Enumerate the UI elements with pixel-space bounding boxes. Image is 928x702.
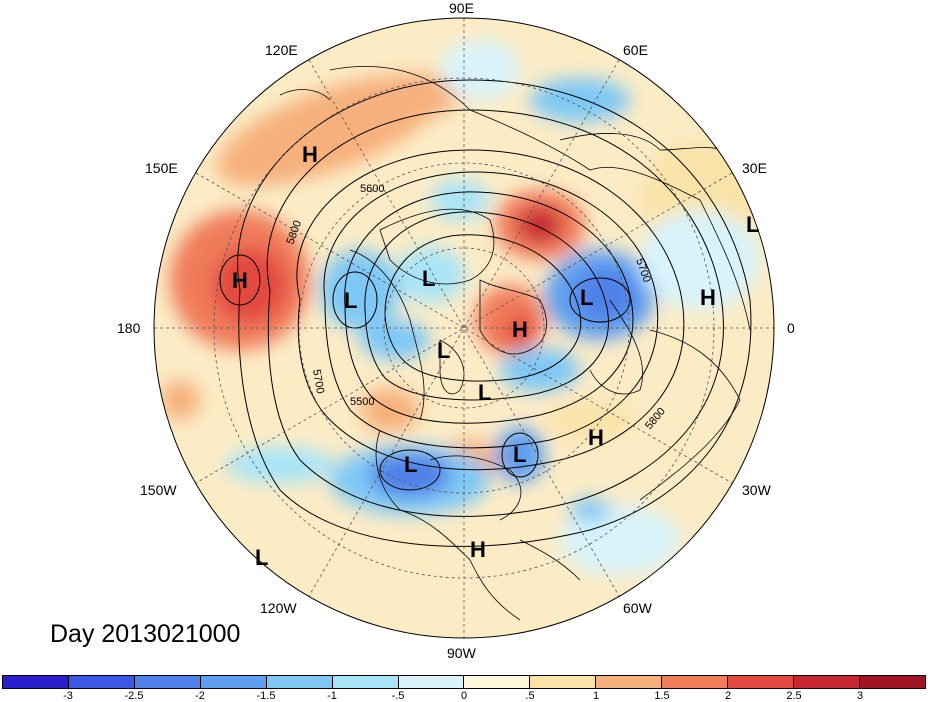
- height-contours: [219, 79, 752, 547]
- colorbar-segment: [332, 676, 399, 688]
- high-center: H: [232, 268, 248, 293]
- lon-label-30w: 30W: [742, 482, 771, 498]
- colorbar-segment: [859, 676, 925, 688]
- colorbar-tick-label: -.5: [391, 690, 405, 702]
- colorbar-segment: [530, 676, 597, 688]
- colorbar-segment: [134, 676, 201, 688]
- lon-label-90w: 90W: [447, 645, 476, 661]
- graticule: [154, 18, 774, 638]
- lon-label-180: 180: [117, 320, 141, 336]
- lon-label-150w: 150W: [140, 482, 177, 498]
- coastlines: [279, 65, 751, 621]
- low-center: L: [437, 338, 450, 363]
- high-center: H: [700, 285, 716, 310]
- lon-label-60e: 60E: [623, 42, 648, 58]
- lon-label-120e: 120E: [265, 42, 298, 58]
- colorbar-tick-label: -1: [327, 690, 337, 702]
- colorbar-tick-label: 3: [856, 690, 864, 702]
- lon-label-90e: 90E: [449, 0, 474, 16]
- low-center: L: [255, 545, 268, 570]
- map-title: Day 2013021000: [50, 620, 241, 648]
- colorbar-segment: [596, 676, 663, 688]
- colorbar-segment: [266, 676, 333, 688]
- colorbar-segment: [794, 676, 860, 688]
- high-center: H: [588, 425, 604, 450]
- contour-label-5700-west: 5700: [310, 368, 326, 394]
- colorbar-tick-label: -2: [195, 690, 205, 702]
- lon-label-120w: 120W: [260, 600, 297, 616]
- colorbar-segment: [728, 676, 795, 688]
- anomaly-field: 5600 5800 5700 5500 5700 5800: [154, 18, 774, 638]
- pressure-centers: H H L L L H L H L L L H L H L: [232, 142, 759, 570]
- high-center: H: [302, 142, 318, 167]
- contour-label-5600: 5600: [360, 183, 384, 195]
- colorbar-tick-label: -3: [63, 690, 73, 702]
- colorbar-segment: [398, 676, 465, 688]
- colorbar-tick-label: 2.5: [786, 690, 802, 702]
- high-center: H: [512, 317, 528, 342]
- colorbar-tick-label: -1.5: [256, 690, 276, 702]
- high-center: H: [470, 537, 486, 562]
- colorbar-segment: [68, 676, 135, 688]
- contour-label-5500: 5500: [350, 396, 374, 408]
- low-center: L: [478, 380, 491, 405]
- low-center: L: [404, 452, 417, 477]
- low-center: L: [513, 442, 526, 467]
- colorbar: [2, 675, 926, 689]
- colorbar-tick-label: .5: [525, 690, 535, 702]
- colorbar-tick-label: 1.5: [654, 690, 670, 702]
- colorbar-segment: [662, 676, 729, 688]
- colorbar-segment: [464, 676, 531, 688]
- low-center: L: [580, 285, 593, 310]
- lon-label-0: 0: [787, 320, 795, 336]
- colorbar-segment: [200, 676, 267, 688]
- low-center: L: [422, 266, 435, 291]
- map-border: [153, 17, 775, 639]
- colorbar-tick-label: 2: [724, 690, 732, 702]
- lon-label-150e: 150E: [145, 160, 178, 176]
- low-center: L: [746, 212, 759, 237]
- colorbar-tick-label: 1: [592, 690, 600, 702]
- lon-label-60w: 60W: [623, 600, 652, 616]
- lon-label-30e: 30E: [742, 160, 767, 176]
- low-center: L: [344, 288, 357, 313]
- colorbar-tick-label: -2.5: [124, 690, 144, 702]
- colorbar-tick-label: 0: [460, 690, 468, 702]
- colorbar-segment: [3, 676, 69, 688]
